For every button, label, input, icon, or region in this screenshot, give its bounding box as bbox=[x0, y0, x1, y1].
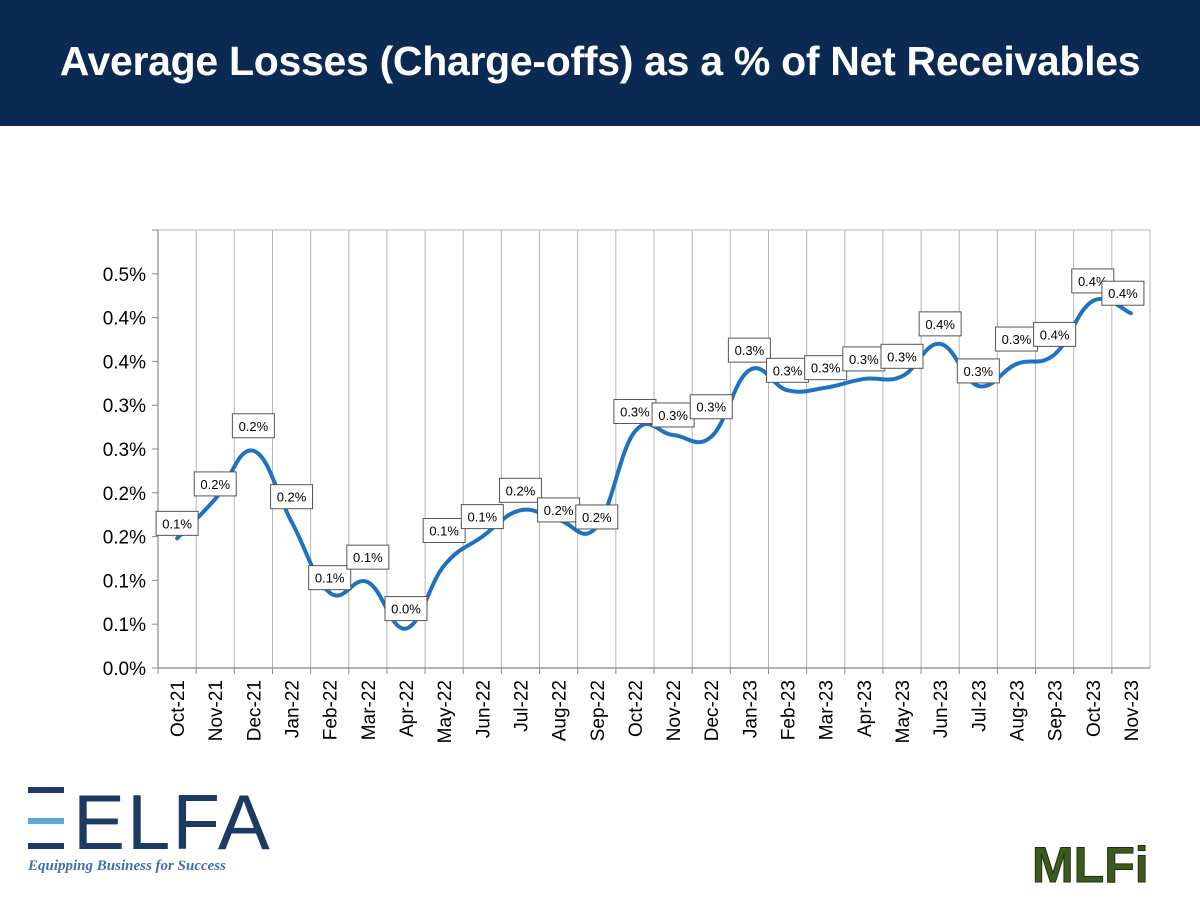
y-tick-label: 0.1% bbox=[103, 571, 146, 592]
data-label-box bbox=[1033, 321, 1077, 347]
x-tick-label: Jan-23 bbox=[740, 680, 761, 738]
data-label-box bbox=[804, 355, 848, 381]
data-label: 0.0% bbox=[391, 602, 421, 617]
y-tick-label: 0.4% bbox=[103, 352, 146, 373]
x-tick-label: Sep-22 bbox=[588, 680, 609, 741]
data-label-box bbox=[537, 497, 581, 523]
data-label-box bbox=[689, 394, 733, 420]
data-label-box bbox=[880, 343, 924, 369]
x-tick-label: Jun-22 bbox=[473, 680, 494, 738]
data-label: 0.4% bbox=[1078, 274, 1108, 289]
x-tick-label: Nov-21 bbox=[206, 680, 227, 741]
x-tick-label: Jul-23 bbox=[969, 680, 990, 732]
data-label: 0.4% bbox=[1108, 286, 1138, 301]
data-label: 0.3% bbox=[696, 400, 726, 415]
data-label: 0.3% bbox=[658, 408, 688, 423]
y-tick-label: 0.4% bbox=[103, 309, 146, 330]
data-label: 0.3% bbox=[887, 349, 917, 364]
data-label: 0.1% bbox=[353, 550, 383, 565]
data-label: 0.1% bbox=[429, 524, 459, 539]
mlfi-logo-text: MLFi bbox=[1032, 838, 1149, 888]
y-tick-label: 0.1% bbox=[103, 615, 146, 636]
data-label-box bbox=[498, 477, 542, 503]
mlfi-logo: MLFi bbox=[1032, 838, 1150, 888]
data-label-box bbox=[422, 518, 466, 544]
data-label: 0.3% bbox=[773, 363, 803, 378]
data-label: 0.2% bbox=[200, 477, 230, 492]
data-label-box bbox=[308, 565, 352, 591]
y-tick-label: 0.3% bbox=[103, 440, 146, 461]
slide-title: Average Losses (Charge-offs) as a % of N… bbox=[59, 38, 1141, 84]
x-tick-label: Sep-23 bbox=[1046, 680, 1067, 741]
x-tick-label: Nov-23 bbox=[1122, 680, 1143, 741]
data-label: 0.1% bbox=[162, 516, 192, 531]
x-tick-label: Jul-22 bbox=[511, 680, 532, 732]
data-label-box bbox=[155, 510, 199, 536]
x-tick-label: Dec-22 bbox=[702, 680, 723, 741]
data-label-box bbox=[918, 311, 962, 337]
elfa-tagline: Equipping Business for Success bbox=[28, 858, 226, 874]
data-label: 0.2% bbox=[239, 419, 269, 434]
data-label-box bbox=[270, 484, 314, 510]
x-tick-label: Oct-23 bbox=[1084, 680, 1105, 737]
data-label: 0.3% bbox=[1002, 332, 1032, 347]
data-label: 0.2% bbox=[544, 503, 574, 518]
data-label-box bbox=[231, 413, 275, 439]
data-label-box bbox=[956, 358, 1000, 384]
y-tick-label: 0.2% bbox=[103, 528, 146, 549]
x-tick-label: Dec-21 bbox=[244, 680, 265, 741]
data-label: 0.3% bbox=[620, 404, 650, 419]
x-tick-label: Mar-22 bbox=[359, 680, 380, 740]
x-tick-label: Mar-23 bbox=[817, 680, 838, 740]
data-label: 0.1% bbox=[315, 571, 345, 586]
x-tick-label: Apr-23 bbox=[855, 680, 876, 737]
data-label-box bbox=[1101, 280, 1145, 306]
x-tick-label: Feb-23 bbox=[779, 680, 800, 740]
data-label-box bbox=[766, 357, 810, 383]
x-tick-label: Aug-23 bbox=[1007, 680, 1028, 741]
x-tick-label: Jun-23 bbox=[931, 680, 952, 738]
data-label: 0.3% bbox=[811, 361, 841, 376]
y-tick-label: 0.3% bbox=[103, 396, 146, 417]
y-tick-label: 0.2% bbox=[103, 484, 146, 505]
data-label: 0.2% bbox=[277, 490, 307, 505]
data-label: 0.2% bbox=[582, 510, 612, 525]
data-label: 0.3% bbox=[849, 352, 879, 367]
x-tick-label: May-22 bbox=[435, 680, 456, 743]
data-label: 0.3% bbox=[963, 364, 993, 379]
x-tick-label: Aug-22 bbox=[550, 680, 571, 741]
x-tick-label: May-23 bbox=[893, 680, 914, 743]
data-label: 0.4% bbox=[1040, 327, 1070, 342]
x-tick-label: Apr-22 bbox=[397, 680, 418, 737]
data-label-box bbox=[842, 346, 886, 372]
y-tick-label: 0.5% bbox=[103, 265, 146, 286]
data-label-box bbox=[193, 471, 237, 497]
elfa-logo: ELFA bbox=[28, 785, 272, 866]
data-label: 0.1% bbox=[467, 510, 497, 525]
data-label-box bbox=[346, 544, 390, 570]
data-label-box bbox=[384, 596, 428, 622]
data-label: 0.4% bbox=[925, 317, 955, 332]
data-label-box bbox=[460, 504, 504, 530]
x-tick-label: Nov-22 bbox=[664, 680, 685, 741]
data-label: 0.3% bbox=[735, 343, 765, 358]
elfa-logo-text: ELFA bbox=[73, 785, 272, 866]
data-label-box bbox=[575, 504, 619, 530]
x-tick-label: Feb-22 bbox=[321, 680, 342, 740]
x-tick-label: Oct-21 bbox=[168, 680, 189, 737]
data-label: 0.2% bbox=[506, 483, 536, 498]
x-tick-label: Oct-22 bbox=[626, 680, 647, 737]
title-bar: Average Losses (Charge-offs) as a % of N… bbox=[0, 0, 1200, 126]
x-tick-label: Jan-22 bbox=[283, 680, 304, 738]
data-label-box bbox=[727, 337, 771, 363]
y-tick-label: 0.0% bbox=[103, 659, 146, 680]
